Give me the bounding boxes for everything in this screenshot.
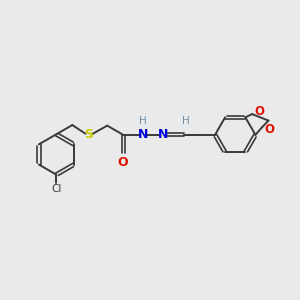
- Text: H: H: [139, 116, 147, 126]
- Text: O: O: [254, 106, 264, 118]
- Text: H: H: [182, 116, 190, 126]
- Text: S: S: [84, 128, 93, 141]
- Text: Cl: Cl: [51, 184, 62, 194]
- Text: N: N: [138, 128, 148, 141]
- Text: N: N: [158, 128, 168, 141]
- Text: O: O: [264, 123, 274, 136]
- Text: O: O: [118, 156, 128, 169]
